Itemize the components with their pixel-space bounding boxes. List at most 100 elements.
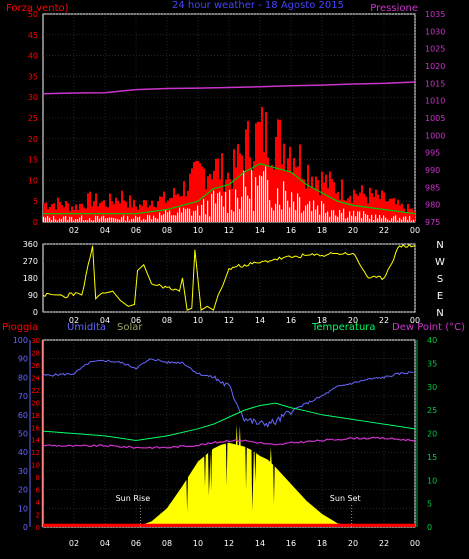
pressure-y-tick: 1035 [425,10,445,19]
wind-speed-bar [61,219,63,222]
solar-area [136,424,352,527]
wind-speed-bar [289,207,291,222]
wind-speed-bar [165,210,167,222]
direction-x-tick: 10 [193,316,203,325]
wind-gust-bar [159,196,161,222]
wind-speed-bar [283,181,285,222]
wind-gust-bar [393,198,395,222]
wind-speed-bar [43,216,45,222]
pressure-y-tick: 1025 [425,45,445,54]
direction-x-tick: 04 [100,316,110,325]
rain-axis-label: Pioggia [2,322,38,333]
wind-gust-bar [327,188,329,222]
rain-y-tick: 24 [31,374,40,382]
wind-gust-bar [153,206,155,222]
wind-speed-bar [199,215,201,222]
climate-x-tick: 02 [69,539,79,548]
wind-speed-bar [193,211,195,222]
wind-speed-bar [333,210,335,222]
wind-gust-bar [293,158,295,222]
wind-gust-bar [189,173,191,222]
rain-y-tick: 20 [31,399,40,407]
wind-gust-bar [59,202,61,222]
wind-gust-bar [383,192,385,222]
wind-speed-bar [115,218,117,222]
wind-gust-bar [385,201,387,222]
wind-gust-bar [373,196,375,222]
wind-speed-bar [53,215,55,222]
wind-speed-bar [411,220,413,222]
wind-x-tick: 10 [193,226,203,235]
compass-label: N [436,240,443,251]
wind-speed-bar [301,212,303,222]
rain-y-tick: 26 [31,362,40,370]
wind-speed-bar [51,220,53,222]
wind-gust-bar [247,120,249,222]
wind-speed-bar [189,208,191,222]
wind-speed-bar [175,215,177,222]
wind-speed-bar [153,215,155,222]
wind-gust-bar [273,169,275,222]
wind-gust-bar [133,199,135,222]
wind-gust-bar [47,208,49,222]
wind-gust-bar [409,208,411,222]
rain-bar [43,523,415,527]
wind-gust-bar [239,153,241,222]
wind-speed-bar [223,206,225,222]
wind-speed-bar [79,217,81,222]
wind-speed-bar [393,216,395,222]
wind-gust-bar [181,196,183,222]
wind-gust-bar [195,161,197,222]
wind-speed-bar [403,216,405,222]
temp-y-tick: 5 [427,500,432,509]
wind-gust-bar [387,201,389,222]
wind-gust-bar [147,207,149,222]
wind-x-tick: 08 [162,226,172,235]
wind-gust-bar [403,208,405,222]
wind-gust-bar [395,204,397,222]
wind-gust-bar [379,199,381,222]
wind-speed-bar [139,216,141,222]
wind-gust-bar [303,179,305,222]
wind-gust-bar [93,201,95,222]
wind-gust-bar [163,191,165,222]
rain-y-tick: 8 [36,474,40,482]
wind-gust-bar [253,161,255,222]
wind-gust-bar [369,187,371,222]
wind-speed-bar [355,216,357,222]
rain-y-tick: 0 [36,524,40,532]
wind-speed-bar [363,211,365,222]
wind-y-tick: 10 [28,176,38,185]
wind-speed-bar [217,193,219,222]
wind-direction-line [42,243,416,311]
wind-speed-bar [177,212,179,222]
wind-gust-bar [115,197,117,222]
wind-gust-bar [413,211,415,222]
climate-x-tick: 12 [224,539,234,548]
wind-x-tick: 02 [69,226,79,235]
wind-speed-bar [129,220,131,222]
wind-gust-bar [321,171,323,222]
wind-speed-bar [117,219,119,222]
wind-gust-bar [117,200,119,222]
sunset-label: Sun Set [330,494,361,503]
wind-speed-bar [225,191,227,222]
wind-gust-bar [129,195,131,222]
wind-speed-bar [205,214,207,222]
direction-x-tick: 18 [317,316,327,325]
pressure-y-tick: 985 [425,183,440,192]
wind-speed-bar [313,200,315,222]
temp-y-tick: 0 [427,523,432,532]
wind-gust-bar [331,178,333,222]
chart-title: 24 hour weather - 18 Agosto 2015 [172,0,344,11]
wind-gust-bar [107,207,109,222]
rain-y-tick: 10 [31,462,40,470]
compass-label: S [437,274,443,285]
humidity-y-tick: 100 [13,336,28,345]
wind-y-tick: 45 [28,31,38,40]
wind-gust-bar [57,197,59,222]
wind-speed-bar [375,214,377,222]
wind-gust-bar [375,189,377,222]
wind-gust-bar [79,203,81,222]
wind-gust-bar [201,166,203,222]
